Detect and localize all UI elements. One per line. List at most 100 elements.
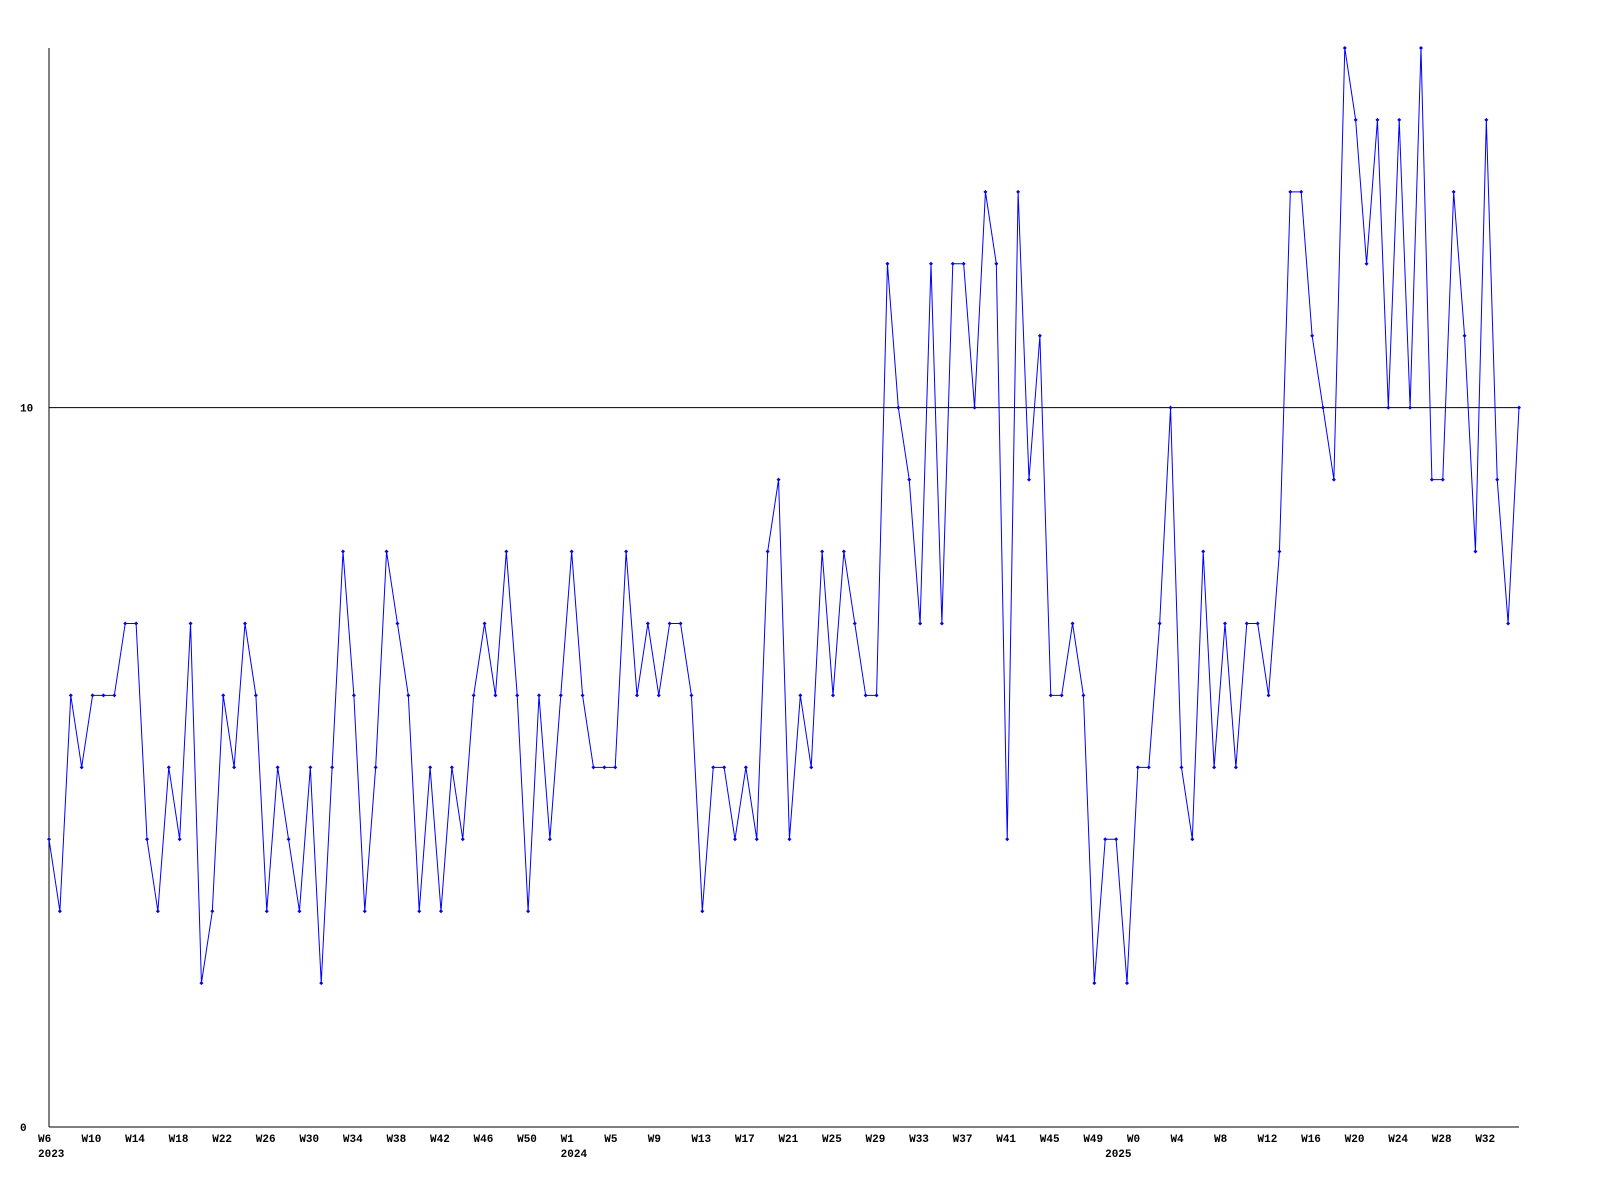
point: [1179, 765, 1184, 770]
point: [145, 837, 149, 842]
point: [613, 765, 618, 770]
x-tick-label: W45: [1040, 1134, 1060, 1146]
x-tick-label: W26: [256, 1134, 276, 1146]
point: [602, 765, 607, 770]
point: [950, 261, 955, 266]
point: [798, 693, 803, 698]
point: [678, 621, 683, 626]
y-tick-label: 10: [20, 404, 33, 416]
point: [449, 765, 454, 770]
x-tick-label: W28: [1432, 1134, 1452, 1146]
point: [101, 693, 106, 698]
point: [624, 549, 629, 554]
x-tick-label: W38: [386, 1134, 406, 1146]
x-tick-label: W25: [822, 1134, 842, 1146]
point: [733, 837, 737, 842]
x-tick-label: W30: [299, 1134, 319, 1146]
point: [1408, 405, 1413, 410]
point: [1081, 693, 1086, 698]
point: [907, 477, 912, 482]
point: [918, 621, 923, 626]
x-tick-label: W18: [169, 1134, 189, 1146]
point: [1190, 837, 1195, 842]
point: [1310, 333, 1315, 338]
point: [1016, 189, 1021, 194]
x-tick-label: W22: [212, 1134, 232, 1146]
point: [939, 621, 944, 626]
x-tick-label: W20: [1345, 1134, 1365, 1146]
point: [112, 693, 117, 698]
point: [1429, 477, 1434, 482]
point: [286, 837, 291, 842]
x-tick-label: W29: [866, 1134, 886, 1146]
point: [558, 693, 563, 698]
point: [417, 909, 422, 914]
point: [667, 621, 672, 626]
point: [961, 261, 966, 266]
point: [1125, 981, 1129, 986]
point: [319, 981, 324, 986]
point: [1059, 693, 1064, 698]
point: [1473, 549, 1478, 554]
point: [1157, 621, 1162, 626]
point: [275, 765, 280, 770]
point: [1484, 117, 1489, 122]
x-tick-label: W50: [517, 1134, 537, 1146]
point: [188, 621, 193, 626]
point: [493, 693, 498, 698]
point: [1397, 117, 1402, 122]
x-tick-label: W9: [648, 1134, 661, 1146]
point: [896, 405, 901, 410]
point: [765, 549, 770, 554]
x-tick-label: W0: [1127, 1134, 1140, 1146]
point: [253, 693, 258, 698]
point: [580, 693, 585, 698]
point: [537, 693, 541, 698]
x-tick-label: W42: [430, 1134, 450, 1146]
x-tick-label: W49: [1083, 1134, 1103, 1146]
point: [373, 765, 378, 770]
point: [1331, 477, 1336, 482]
point: [1223, 621, 1227, 626]
point: [155, 909, 160, 914]
x-tick-label: W14: [125, 1134, 145, 1146]
point: [428, 765, 433, 770]
point: [645, 621, 650, 626]
point: [221, 693, 226, 698]
x-year-label: 2025: [1105, 1149, 1132, 1161]
point: [1233, 765, 1238, 770]
point: [1299, 189, 1304, 194]
point: [330, 765, 335, 770]
point: [1288, 189, 1293, 194]
point: [1244, 621, 1249, 626]
x-tick-label: W10: [82, 1134, 102, 1146]
x-tick-label: W17: [735, 1134, 755, 1146]
point: [406, 693, 411, 698]
point: [1364, 261, 1369, 266]
point: [166, 765, 171, 770]
point: [689, 693, 694, 698]
x-tick-label: W34: [343, 1134, 363, 1146]
point: [1048, 693, 1053, 698]
point: [1255, 621, 1260, 626]
y-tick-label: 0: [20, 1123, 27, 1135]
x-tick-label: W8: [1214, 1134, 1228, 1146]
point: [1462, 333, 1467, 338]
point: [134, 621, 139, 626]
point: [199, 981, 204, 986]
point: [232, 765, 237, 770]
point: [1495, 477, 1500, 482]
point: [1506, 621, 1511, 626]
point: [1146, 765, 1151, 770]
point: [264, 909, 269, 914]
x-tick-label: W33: [909, 1134, 929, 1146]
x-tick-label: W32: [1475, 1134, 1495, 1146]
x-tick-label: W41: [996, 1134, 1016, 1146]
x-tick-label: W21: [778, 1134, 798, 1146]
point: [351, 693, 356, 698]
point: [90, 693, 95, 698]
point: [482, 621, 487, 626]
point: [460, 837, 465, 842]
point: [210, 909, 215, 914]
